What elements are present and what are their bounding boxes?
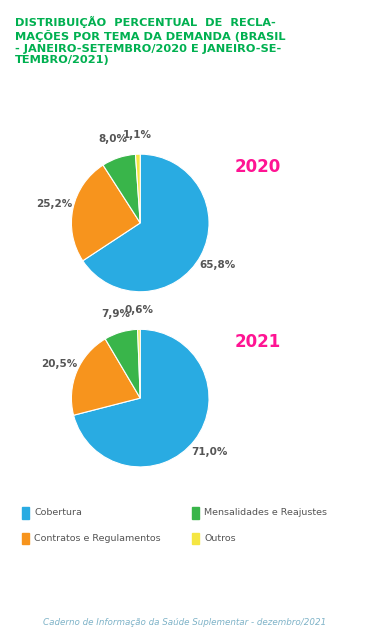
Wedge shape — [73, 329, 209, 467]
Wedge shape — [105, 329, 140, 398]
Text: 20,5%: 20,5% — [41, 359, 77, 369]
Text: 2020: 2020 — [235, 157, 281, 176]
Text: 65,8%: 65,8% — [200, 260, 236, 270]
Text: DISTRIBUIÇÃO  PERCENTUAL  DE  RECLA-
MAÇÕES POR TEMA DA DEMANDA (BRASIL
- JANEIR: DISTRIBUIÇÃO PERCENTUAL DE RECLA- MAÇÕES… — [15, 16, 285, 66]
Wedge shape — [83, 154, 209, 292]
Text: 7,9%: 7,9% — [101, 309, 130, 318]
Text: 2021: 2021 — [235, 333, 281, 351]
Wedge shape — [103, 154, 140, 223]
Text: Contratos e Regulamentos: Contratos e Regulamentos — [34, 534, 161, 543]
Text: Cobertura: Cobertura — [34, 508, 82, 517]
Wedge shape — [135, 154, 140, 223]
Text: Caderno de Informação da Saúde Suplementar - dezembro/2021: Caderno de Informação da Saúde Suplement… — [43, 619, 326, 627]
Text: Mensalidades e Reajustes: Mensalidades e Reajustes — [204, 508, 327, 517]
Text: 71,0%: 71,0% — [192, 447, 228, 457]
Text: 0,6%: 0,6% — [124, 305, 153, 315]
Wedge shape — [72, 165, 140, 261]
Text: 1,1%: 1,1% — [123, 130, 152, 140]
Wedge shape — [72, 339, 140, 415]
Text: Outros: Outros — [204, 534, 236, 543]
Text: 8,0%: 8,0% — [99, 134, 128, 144]
Text: 25,2%: 25,2% — [36, 199, 72, 210]
Wedge shape — [138, 329, 140, 398]
